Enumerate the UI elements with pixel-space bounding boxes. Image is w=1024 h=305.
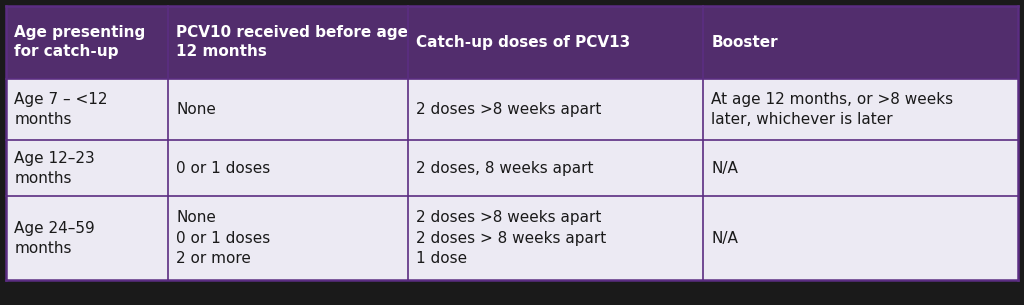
Text: Age 7 – <12
months: Age 7 – <12 months bbox=[14, 92, 108, 127]
Text: PCV10 received before age
12 months: PCV10 received before age 12 months bbox=[176, 25, 409, 59]
Text: Age 12–23
months: Age 12–23 months bbox=[14, 151, 95, 186]
Text: None: None bbox=[176, 102, 216, 117]
Bar bbox=[6, 6, 168, 79]
Bar bbox=[703, 196, 1018, 280]
Bar bbox=[6, 79, 168, 140]
Bar bbox=[408, 79, 703, 140]
Bar bbox=[408, 6, 703, 79]
Bar bbox=[408, 140, 703, 196]
Bar bbox=[6, 140, 168, 196]
Text: N/A: N/A bbox=[712, 161, 738, 176]
Text: 0 or 1 doses: 0 or 1 doses bbox=[176, 161, 270, 176]
Bar bbox=[168, 79, 408, 140]
Text: At age 12 months, or >8 weeks
later, whichever is later: At age 12 months, or >8 weeks later, whi… bbox=[712, 92, 953, 127]
Bar bbox=[168, 196, 408, 280]
Text: N/A: N/A bbox=[712, 231, 738, 246]
Bar bbox=[6, 196, 168, 280]
Bar bbox=[168, 140, 408, 196]
Text: 2 doses, 8 weeks apart: 2 doses, 8 weeks apart bbox=[416, 161, 594, 176]
Text: Age 24–59
months: Age 24–59 months bbox=[14, 221, 95, 256]
Bar bbox=[703, 140, 1018, 196]
Text: Booster: Booster bbox=[712, 35, 778, 50]
Bar bbox=[168, 6, 408, 79]
Text: None
0 or 1 doses
2 or more: None 0 or 1 doses 2 or more bbox=[176, 210, 270, 266]
Text: Catch-up doses of PCV13: Catch-up doses of PCV13 bbox=[416, 35, 630, 50]
Text: Age presenting
for catch-up: Age presenting for catch-up bbox=[14, 25, 145, 59]
Bar bbox=[703, 6, 1018, 79]
Bar bbox=[408, 196, 703, 280]
Bar bbox=[703, 79, 1018, 140]
Text: 2 doses >8 weeks apart: 2 doses >8 weeks apart bbox=[416, 102, 601, 117]
Text: 2 doses >8 weeks apart
2 doses > 8 weeks apart
1 dose: 2 doses >8 weeks apart 2 doses > 8 weeks… bbox=[416, 210, 606, 266]
